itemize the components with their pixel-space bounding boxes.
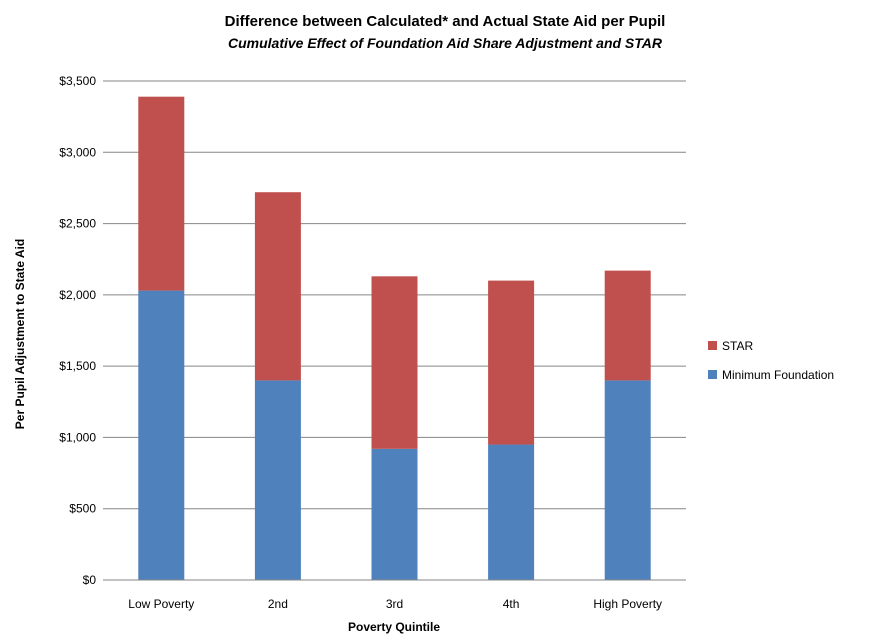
bar-minimum-foundation-0 [138, 290, 185, 580]
legend-label: STAR [722, 339, 753, 353]
legend-swatch [708, 370, 717, 379]
legend-label: Minimum Foundation [722, 368, 834, 382]
bar-minimum-foundation-3 [488, 444, 535, 580]
legend: STAR Minimum Foundation [708, 339, 834, 382]
x-tick-label: Low Poverty [128, 597, 194, 611]
x-tick-label: 4th [503, 597, 520, 611]
chart-subtitle: Cumulative Effect of Foundation Aid Shar… [228, 35, 663, 51]
bar-star-0 [138, 96, 185, 291]
bar-minimum-foundation-4 [604, 380, 651, 580]
x-tick-label: 2nd [268, 597, 288, 611]
x-tick-label: 3rd [386, 597, 403, 611]
y-tick-label: $2,000 [59, 288, 96, 302]
y-tick-label: $3,500 [59, 74, 96, 88]
legend-swatch [708, 341, 717, 350]
y-tick-label: $2,500 [59, 217, 96, 231]
x-axis-ticks: Low Poverty 2nd 3rd 4th High Poverty [128, 597, 662, 611]
y-tick-label: $500 [69, 502, 96, 516]
chart-title: Difference between Calculated* and Actua… [225, 13, 666, 30]
y-axis-ticks: $0 $500 $1,000 $1,500 $2,000 $2,500 $3,000 $3,5… [59, 74, 96, 587]
bar-star-4 [604, 270, 651, 381]
bar-star-3 [488, 280, 535, 445]
y-tick-label: $3,000 [59, 145, 96, 159]
bar-star-2 [371, 276, 418, 449]
bar-star-1 [254, 192, 301, 381]
x-axis-title: Poverty Quintile [348, 620, 440, 634]
y-tick-label: $1,000 [59, 430, 96, 444]
bar-minimum-foundation-2 [371, 448, 418, 580]
bars [138, 96, 651, 580]
y-tick-label: $0 [83, 573, 97, 587]
y-axis-title: Per Pupil Adjustment to State Aid [13, 239, 27, 429]
x-tick-label: High Poverty [593, 597, 662, 611]
y-tick-label: $1,500 [59, 359, 96, 373]
bar-minimum-foundation-1 [254, 380, 301, 580]
